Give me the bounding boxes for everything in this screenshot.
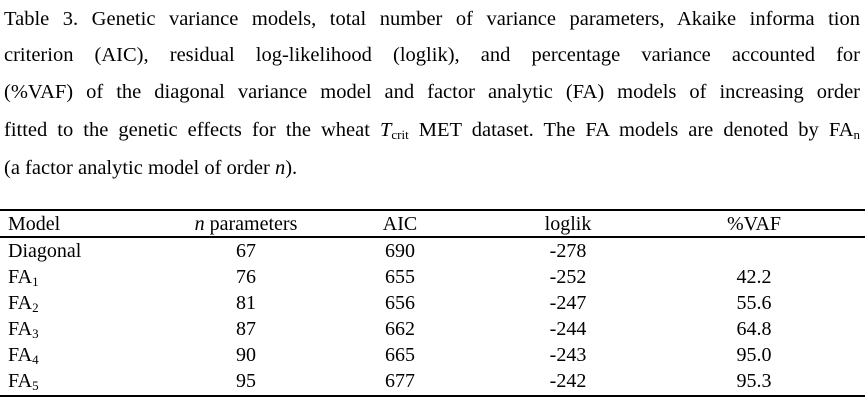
header-n-parameters: n parameters xyxy=(186,212,306,236)
header-n-rest: parameters xyxy=(204,213,298,235)
caption-line-5-part-a: (a factor analytic model of order xyxy=(4,157,275,179)
table-header-row: Model n parameters AIC loglik %VAF xyxy=(0,212,865,236)
cell-loglik: -244 xyxy=(549,318,587,340)
model-order-subscript: 5 xyxy=(32,378,39,393)
cell-loglik: -242 xyxy=(549,370,587,392)
caption-line-4: fitted to the genetic effects for the wh… xyxy=(4,114,860,146)
t-crit-symbol: T xyxy=(380,119,392,141)
cell-aic: 665 xyxy=(385,344,415,366)
model-order-subscript: 2 xyxy=(32,300,39,315)
table-row: FA3 87 662 -244 64.8 xyxy=(0,317,865,341)
header-aic: AIC xyxy=(382,213,418,235)
table-row: FA5 95 677 -242 95.3 xyxy=(0,369,865,393)
cell-n-parameters: 76 xyxy=(236,266,256,288)
cell-n-parameters: 67 xyxy=(236,240,256,262)
table-row: FA1 76 655 -252 42.2 xyxy=(0,265,865,289)
cell-aic: 655 xyxy=(385,266,415,288)
caption-line-2: criterion (AIC), residual log-likelihood… xyxy=(4,44,860,66)
cell-loglik: -252 xyxy=(549,266,587,288)
header-vaf: %VAF xyxy=(726,213,782,235)
cell-loglik: -278 xyxy=(549,240,587,262)
caption-line-5: (a factor analytic model of order n). xyxy=(4,152,860,184)
cell-model: FA2 xyxy=(8,291,39,315)
model-order-subscript: 3 xyxy=(32,326,39,341)
order-n-symbol: n xyxy=(274,157,286,179)
caption-line-1: Table 3. Genetic variance models, total … xyxy=(4,8,860,30)
model-name: FA xyxy=(8,344,33,366)
model-name: Diagonal xyxy=(8,240,82,262)
table-header-rule xyxy=(0,236,865,238)
cell-model: FA4 xyxy=(8,343,39,367)
model-name: FA xyxy=(8,266,33,288)
cell-loglik: -247 xyxy=(549,292,587,314)
t-crit-subscript: crit xyxy=(391,127,409,142)
cell-n-parameters: 95 xyxy=(236,370,256,392)
header-loglik: loglik xyxy=(544,213,592,235)
caption-line-3: (%VAF) of the diagonal variance model an… xyxy=(4,81,860,103)
table-row: Diagonal 67 690 -278 xyxy=(0,239,865,263)
cell-n-parameters: 81 xyxy=(236,292,256,314)
model-order-subscript: 1 xyxy=(32,274,39,289)
cell-aic: 656 xyxy=(385,292,415,314)
cell-vaf: 55.6 xyxy=(736,292,772,314)
cell-aic: 677 xyxy=(385,370,415,392)
fa-n-subscript: n xyxy=(853,127,861,142)
caption-line-4-part-b: MET dataset. The FA models are denoted b… xyxy=(408,119,854,141)
model-name: FA xyxy=(8,318,33,340)
table-bottom-rule xyxy=(0,395,865,397)
table-row: FA4 90 665 -243 95.0 xyxy=(0,343,865,367)
cell-n-parameters: 87 xyxy=(236,318,256,340)
caption-line-4-part-a: fitted to the genetic effects for the wh… xyxy=(4,119,380,141)
table-top-rule xyxy=(0,209,865,211)
caption-line-5-part-b: ). xyxy=(285,157,298,179)
header-n-italic: n xyxy=(194,213,205,235)
cell-vaf: 95.3 xyxy=(736,370,772,392)
model-order-subscript: 4 xyxy=(32,352,39,367)
cell-model: FA3 xyxy=(8,317,39,341)
cell-loglik: -243 xyxy=(549,344,587,366)
cell-model: FA5 xyxy=(8,369,39,393)
cell-vaf: 42.2 xyxy=(736,266,772,288)
cell-aic: 662 xyxy=(385,318,415,340)
cell-model: Diagonal xyxy=(8,239,81,263)
cell-vaf: 95.0 xyxy=(736,344,772,366)
model-name: FA xyxy=(8,370,33,392)
cell-aic: 690 xyxy=(385,240,415,262)
cell-model: FA1 xyxy=(8,265,39,289)
cell-n-parameters: 90 xyxy=(236,344,256,366)
header-model: Model xyxy=(8,213,61,235)
model-name: FA xyxy=(8,292,33,314)
cell-vaf: 64.8 xyxy=(736,318,772,340)
table-row: FA2 81 656 -247 55.6 xyxy=(0,291,865,315)
